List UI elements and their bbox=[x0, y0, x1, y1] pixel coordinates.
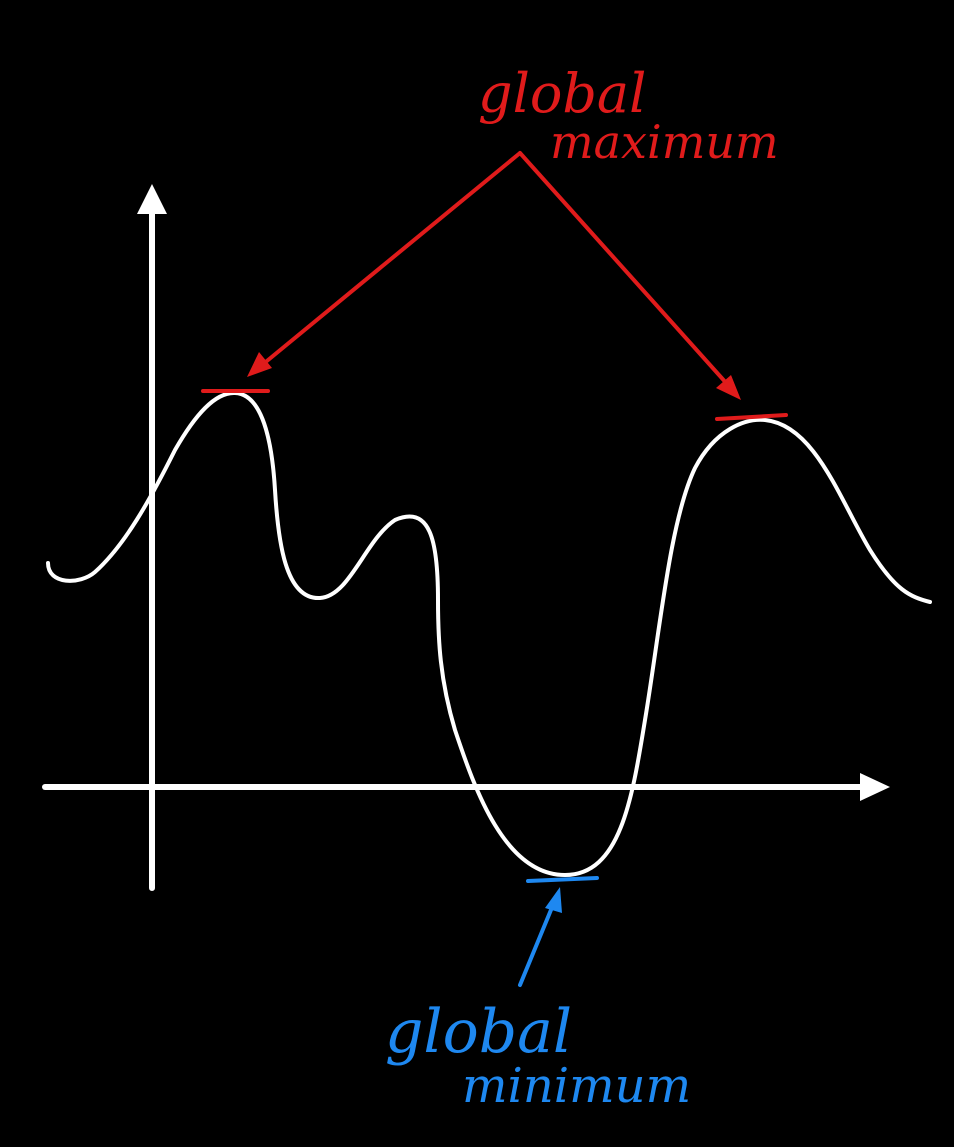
function-curve bbox=[46, 390, 932, 877]
min-arrow-head bbox=[545, 887, 562, 913]
axes bbox=[42, 202, 871, 891]
max-arrow-right-head bbox=[716, 375, 741, 400]
right-peak-tangent bbox=[715, 413, 788, 421]
minimum-markers bbox=[518, 876, 599, 987]
max-arrow-left-shaft bbox=[260, 151, 522, 367]
max-arrow-right-shaft bbox=[518, 151, 730, 387]
y-axis-arrowhead bbox=[137, 184, 167, 214]
valley-tangent bbox=[526, 876, 599, 883]
min-label-line2: minimum bbox=[462, 1058, 691, 1114]
x-axis-arrowhead bbox=[860, 773, 890, 801]
max-label-line2: maximum bbox=[550, 115, 779, 169]
max-arrow-left-head bbox=[247, 352, 272, 377]
max-label-line1: global bbox=[478, 62, 646, 125]
min-arrow-shaft bbox=[518, 903, 555, 987]
min-label-line1: global bbox=[385, 997, 572, 1067]
maximum-markers bbox=[201, 151, 788, 421]
